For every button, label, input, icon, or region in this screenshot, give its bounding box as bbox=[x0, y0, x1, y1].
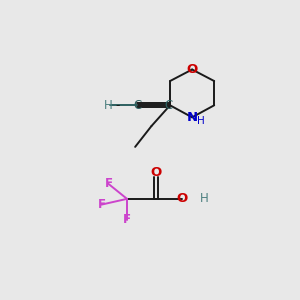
Text: N: N bbox=[187, 111, 198, 124]
Text: F: F bbox=[98, 198, 105, 211]
Text: O: O bbox=[187, 63, 198, 76]
Text: F: F bbox=[104, 177, 112, 190]
Text: H: H bbox=[200, 192, 209, 206]
Text: C: C bbox=[133, 99, 142, 112]
Text: O: O bbox=[177, 192, 188, 206]
Text: -: - bbox=[115, 99, 119, 112]
Text: H: H bbox=[197, 116, 205, 127]
Text: C: C bbox=[165, 99, 173, 112]
Text: F: F bbox=[123, 213, 131, 226]
Text: H: H bbox=[104, 99, 113, 112]
Text: O: O bbox=[150, 166, 162, 179]
